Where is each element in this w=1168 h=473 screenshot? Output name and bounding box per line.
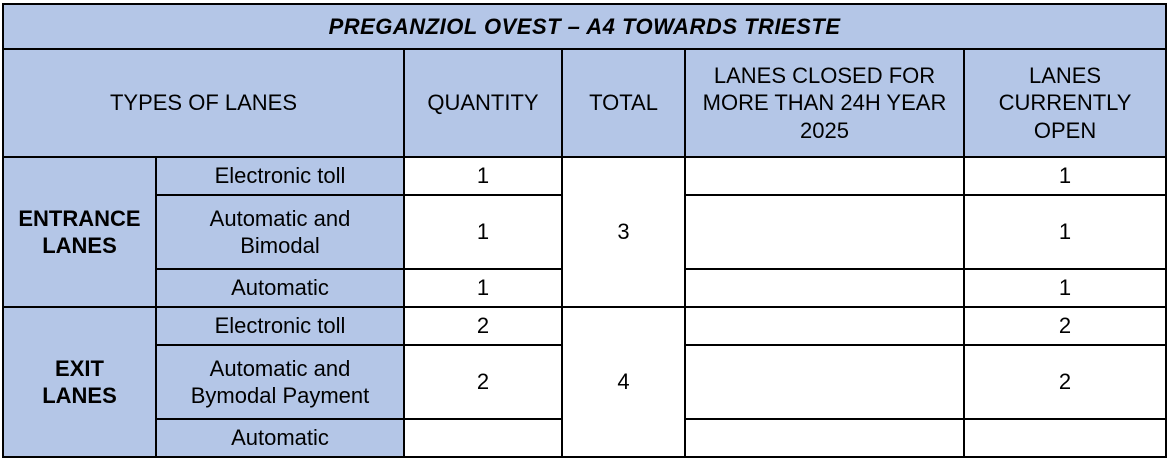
header-types-of-lanes: TYPES OF LANES — [2, 48, 405, 158]
table-row: EXIT LANES Electronic toll 2 4 2 — [2, 306, 1168, 458]
table-row: Automatic and Bimodal 1 1 — [3, 194, 1168, 270]
table-row: Automatic 1 1 — [3, 268, 1168, 308]
table-row: Automatic — [3, 418, 1168, 458]
exit-total-cell: 4 — [561, 306, 686, 458]
lane-type-cell: Automatic and Bymodal Payment — [155, 344, 405, 420]
table-row: ENTRANCE LANES Electronic toll 1 3 1 — [2, 156, 1168, 308]
quantity-cell: 2 — [403, 306, 563, 346]
open-cell: 1 — [962, 156, 1168, 196]
entrance-total-cell: 3 — [561, 156, 686, 308]
lane-type-cell: Electronic toll — [155, 306, 405, 346]
closed-cell — [684, 418, 965, 458]
quantity-cell — [403, 418, 563, 458]
closed-cell — [684, 344, 965, 420]
header-lanes-open: LANES CURRENTLY OPEN — [962, 48, 1168, 158]
header-lanes-closed: LANES CLOSED FOR MORE THAN 24H YEAR 2025 — [684, 48, 965, 158]
lanes-table: PREGANZIOL OVEST – A4 TOWARDS TRIESTE TY… — [1, 3, 1168, 458]
open-cell: 1 — [962, 268, 1168, 308]
quantity-cell: 1 — [403, 268, 563, 308]
lane-type-cell: Electronic toll — [155, 156, 405, 196]
open-cell: 2 — [962, 344, 1168, 420]
open-cell: 1 — [962, 194, 1168, 270]
lane-type-cell: Automatic — [155, 418, 405, 458]
title-row: PREGANZIOL OVEST – A4 TOWARDS TRIESTE — [1, 3, 1168, 50]
open-cell — [962, 418, 1168, 458]
table-row: Automatic and Bymodal Payment 2 2 — [3, 344, 1168, 420]
header-quantity: QUANTITY — [403, 48, 563, 158]
header-total: TOTAL — [561, 48, 686, 158]
closed-cell — [684, 268, 965, 308]
entrance-group-cell: ENTRANCE LANES — [2, 156, 157, 308]
lane-type-cell: Automatic and Bimodal — [155, 194, 405, 270]
quantity-cell: 1 — [403, 194, 563, 270]
table-title: PREGANZIOL OVEST – A4 TOWARDS TRIESTE — [1, 3, 1168, 50]
closed-cell — [684, 156, 965, 196]
open-cell: 2 — [962, 306, 1168, 346]
quantity-cell: 2 — [403, 344, 563, 420]
exit-group-cell: EXIT LANES — [2, 306, 157, 458]
lane-type-cell: Automatic — [155, 268, 405, 308]
closed-cell — [684, 306, 965, 346]
quantity-cell: 1 — [403, 156, 563, 196]
header-row: TYPES OF LANES QUANTITY TOTAL LANES CLOS… — [2, 48, 1168, 158]
closed-cell — [684, 194, 965, 270]
